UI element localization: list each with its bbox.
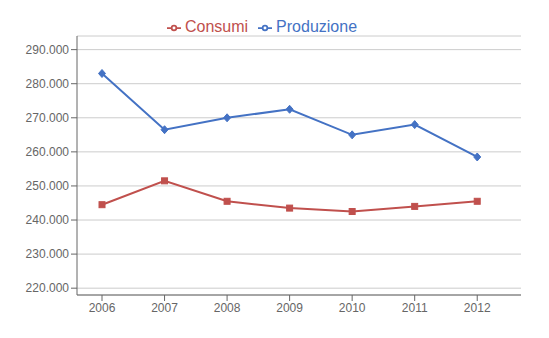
svg-text:2009: 2009 bbox=[276, 301, 303, 315]
svg-text:290.000: 290.000 bbox=[26, 43, 70, 57]
html-text:Consumi: Consumi bbox=[185, 18, 249, 35]
svg-text:240.000: 240.000 bbox=[26, 213, 70, 227]
svg-text:2012: 2012 bbox=[464, 301, 491, 315]
svg-text:2006: 2006 bbox=[89, 301, 116, 315]
svg-text:2011: 2011 bbox=[402, 301, 428, 315]
svg-text:270.000: 270.000 bbox=[26, 111, 70, 125]
html-text:Produzione: Produzione bbox=[276, 18, 357, 35]
svg-text:220.000: 220.000 bbox=[26, 281, 70, 295]
svg-text:280.000: 280.000 bbox=[26, 77, 70, 91]
svg-text:230.000: 230.000 bbox=[26, 247, 70, 261]
svg-text:2007: 2007 bbox=[151, 301, 178, 315]
svg-text:2010: 2010 bbox=[339, 301, 366, 315]
svg-text:260.000: 260.000 bbox=[26, 145, 70, 159]
svg-text:250.000: 250.000 bbox=[26, 179, 70, 193]
svg-text:2008: 2008 bbox=[214, 301, 241, 315]
